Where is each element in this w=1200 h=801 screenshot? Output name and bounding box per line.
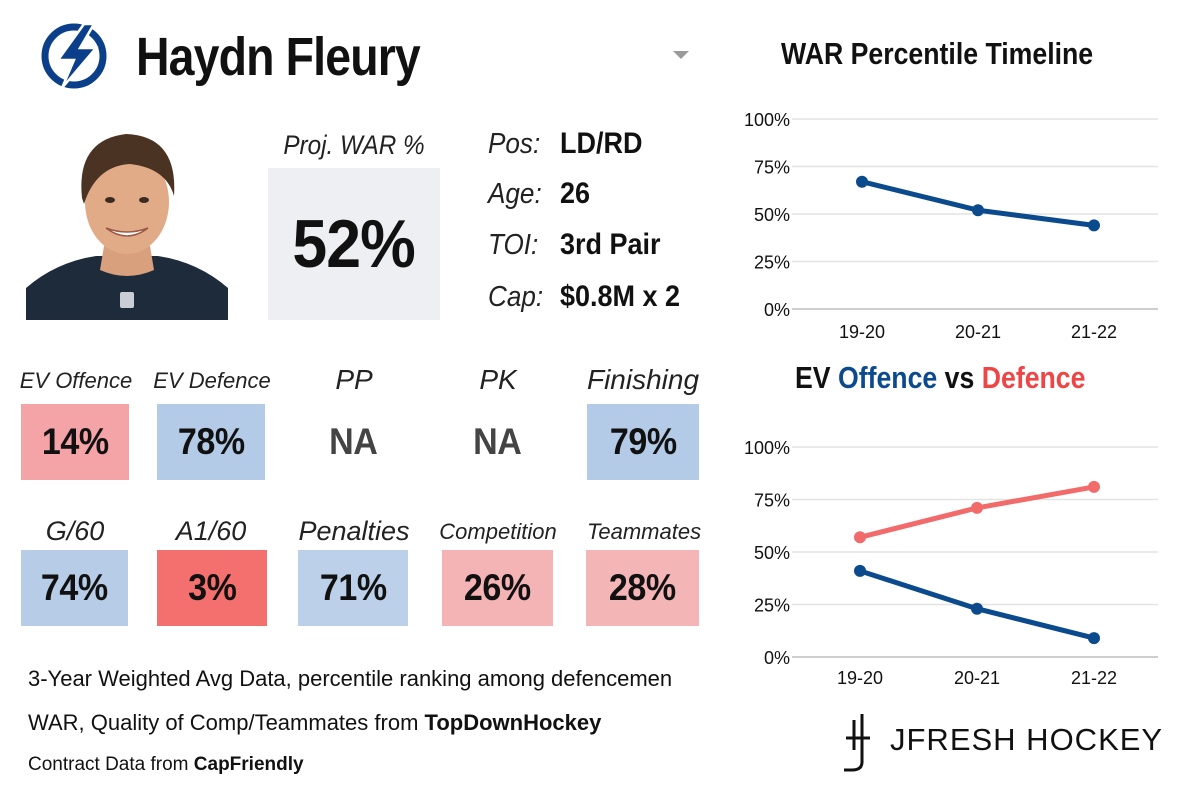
- title-offence-word: Offence: [837, 360, 938, 395]
- footer-contract-source-name: CapFriendly: [193, 754, 304, 775]
- war-chart-war-line: [859, 179, 1097, 228]
- stat-box-penalties: 71%: [298, 550, 408, 626]
- footer-contract-prefix: Contract Data from: [28, 754, 194, 775]
- position-label: Pos:: [488, 128, 541, 160]
- ev-chart-defence-point: [1088, 480, 1100, 493]
- stat-label-a160: A1/60: [175, 516, 247, 546]
- stat-value-penalties: 71%: [319, 567, 387, 608]
- chart-title-war-timeline: WAR Percentile Timeline: [781, 36, 1094, 71]
- ev-chart-y-tick-label: 0%: [764, 648, 790, 668]
- proj-war-label: Proj. WAR %: [283, 130, 425, 160]
- war-chart-y-tick-label: 50%: [754, 205, 790, 225]
- stat-box-pk: NA: [443, 404, 551, 480]
- ev-chart-y-tick-label: 50%: [754, 543, 790, 563]
- cap-value: $0.8M x 2: [560, 280, 681, 313]
- stat-label-ev-defence: EV Defence: [153, 368, 271, 393]
- stat-value-pk: NA: [472, 421, 522, 462]
- ev-chart-y-tick-label: 25%: [754, 596, 790, 616]
- stat-box-ev-offence: 14%: [21, 404, 129, 480]
- ev-chart-x-tick-label: 21-22: [1071, 668, 1117, 688]
- war-chart-x-tick-label: 19-20: [839, 322, 885, 342]
- toi-label: TOI:: [488, 229, 539, 261]
- footer-war-source-name: TopDownHockey: [424, 710, 602, 735]
- ev-chart-x-tick-label: 20-21: [954, 668, 1000, 688]
- title-ev-word: EV: [795, 360, 831, 395]
- chevron-down-icon[interactable]: [672, 50, 690, 60]
- war-chart-y-tick-label: 0%: [764, 300, 790, 320]
- stat-value-a160: 3%: [187, 567, 237, 608]
- ev-chart-offence-point: [854, 564, 866, 577]
- stat-box-competition: 26%: [442, 550, 553, 626]
- stat-label-penalties: Penalties: [298, 516, 410, 546]
- proj-war-box: 52%: [268, 168, 440, 320]
- stat-label-competition: Competition: [439, 519, 557, 544]
- ev-chart-defence-point: [854, 531, 866, 544]
- toi-value: 3rd Pair: [560, 228, 661, 261]
- stat-box-g60: 74%: [21, 550, 128, 626]
- title-vs-word: vs: [944, 360, 975, 395]
- player-name: Haydn Fleury: [136, 27, 421, 87]
- war-chart-y-tick-label: 75%: [754, 158, 790, 178]
- stat-box-finishing: 79%: [587, 404, 699, 480]
- footer-war-prefix: WAR, Quality of Comp/Teammates from: [28, 710, 425, 735]
- jfresh-logo-icon: [844, 714, 870, 772]
- stat-value-pp: NA: [328, 421, 378, 462]
- stat-label-ev-offence: EV Offence: [19, 368, 133, 393]
- footer-war-source: WAR, Quality of Comp/Teammates from TopD…: [28, 710, 601, 736]
- stat-value-competition: 26%: [464, 567, 531, 608]
- stat-value-ev-defence: 78%: [177, 421, 245, 462]
- ev-chart-offence-point: [971, 602, 983, 615]
- war-chart-x-tick-label: 20-21: [955, 322, 1001, 342]
- ev-chart-y-tick-label: 100%: [744, 438, 790, 458]
- war-timeline-chart: 0% 25% 50% 75% 100% 19-20 20-21 21-22: [744, 110, 1158, 342]
- stat-value-g60: 74%: [41, 567, 108, 608]
- cap-label: Cap:: [488, 281, 544, 313]
- ev-chart-offence-point: [1088, 632, 1100, 645]
- age-label: Age:: [488, 178, 542, 210]
- stat-label-pp: PP: [335, 364, 373, 395]
- stat-value-finishing: 79%: [609, 421, 677, 462]
- player-headshot: [26, 120, 228, 320]
- title-defence-word: Defence: [981, 360, 1086, 395]
- ev-offence-vs-defence-chart: 0% 25% 50% 75% 100% 19-20 20-21 21-22: [744, 438, 1158, 688]
- stat-value-ev-offence: 14%: [41, 421, 109, 462]
- footer-methodology: 3-Year Weighted Avg Data, percentile ran…: [28, 666, 673, 691]
- war-chart-x-tick-label: 21-22: [1071, 322, 1117, 342]
- stat-label-teammates: Teammates: [586, 519, 702, 544]
- footer-contract-source: Contract Data from CapFriendly: [28, 754, 304, 776]
- stat-label-finishing: Finishing: [586, 364, 700, 395]
- ev-chart-y-tick-label: 75%: [754, 491, 790, 511]
- stat-value-teammates: 28%: [609, 567, 676, 608]
- stat-label-g60: G/60: [45, 516, 105, 546]
- position-value: LD/RD: [560, 127, 643, 160]
- ev-chart-defence-point: [971, 501, 983, 514]
- proj-war-value: 52%: [292, 206, 416, 282]
- war-chart-war-point: [1088, 219, 1100, 232]
- age-value: 26: [560, 177, 591, 210]
- chart-title-ev-offence-vs-defence: EV Offence vs Defence: [795, 360, 1085, 396]
- war-chart-war-point: [856, 175, 868, 188]
- team-logo-icon: [41, 22, 107, 89]
- stat-box-pp: NA: [299, 404, 407, 480]
- stat-box-ev-defence: 78%: [157, 404, 265, 480]
- ev-chart-x-tick-label: 19-20: [837, 668, 883, 688]
- stat-box-teammates: 28%: [586, 550, 699, 626]
- brand-name: JFRESH HOCKEY: [890, 722, 1164, 757]
- stat-label-pk: PK: [479, 364, 517, 395]
- war-chart-y-tick-label: 25%: [754, 253, 790, 273]
- stat-box-a160: 3%: [157, 550, 267, 626]
- war-chart-war-point: [972, 204, 984, 217]
- war-chart-y-tick-label: 100%: [744, 110, 790, 130]
